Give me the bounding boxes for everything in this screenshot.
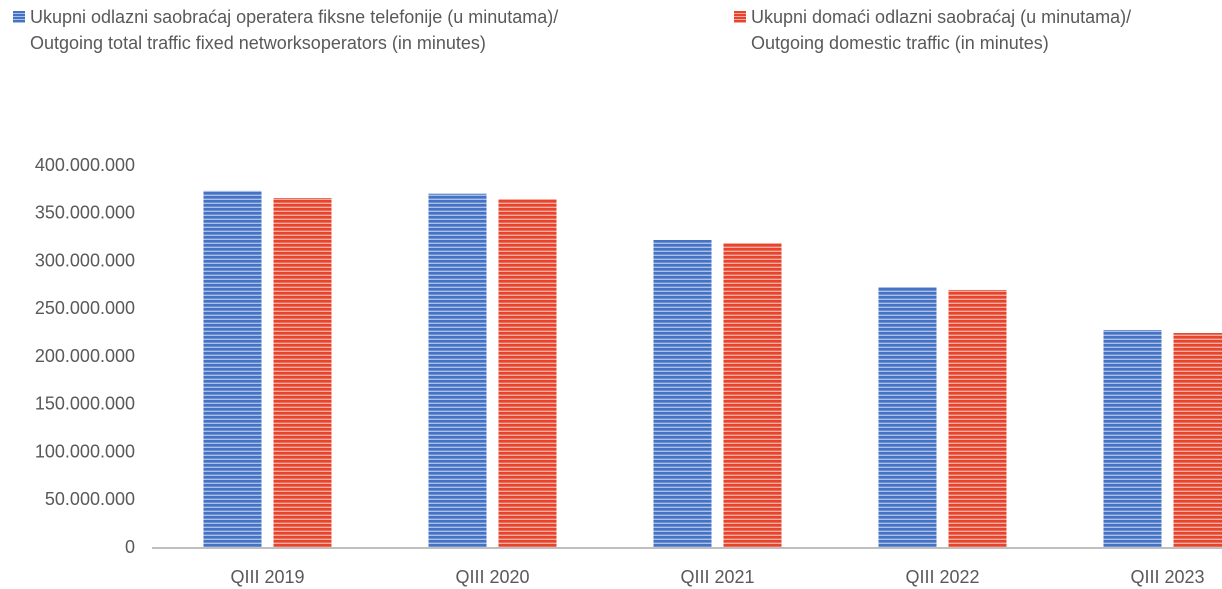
legend-item: Ukupni odlazni saobraćaj operatera fiksn… (13, 4, 558, 56)
legend-item: Ukupni domaći odlazni saobraćaj (u minut… (734, 4, 1131, 56)
x-tick-label: QIII 2023 (1130, 567, 1204, 587)
legend-label: Ukupni odlazni saobraćaj operatera fiksn… (30, 7, 559, 53)
bar (428, 193, 487, 548)
y-tick-label: 200.000.000 (35, 346, 135, 366)
x-tick-label: QIII 2019 (230, 567, 304, 587)
y-tick-label: 300.000.000 (35, 250, 135, 270)
y-tick-label: 400.000.000 (35, 155, 135, 175)
bar (273, 197, 332, 548)
bar (498, 199, 557, 548)
y-tick-label: 100.000.000 (35, 441, 135, 461)
y-tick-label: 350.000.000 (35, 203, 135, 223)
bar (1103, 329, 1162, 548)
y-tick-label: 50.000.000 (45, 489, 135, 509)
x-tick-label: QIII 2021 (680, 567, 754, 587)
bar (948, 289, 1007, 548)
legend-label: Ukupni domaći odlazni saobraćaj (u minut… (751, 7, 1132, 53)
y-tick-label: 150.000.000 (35, 394, 135, 414)
bar (1173, 333, 1222, 548)
bar (723, 242, 782, 548)
y-tick-label: 0 (125, 537, 135, 557)
x-tick-label: QIII 2020 (455, 567, 529, 587)
bar (878, 286, 937, 548)
legend-swatch (13, 11, 25, 23)
bar (653, 240, 712, 548)
legend-swatch (734, 11, 746, 23)
x-tick-label: QIII 2022 (905, 567, 979, 587)
bar (203, 190, 262, 548)
y-tick-label: 250.000.000 (35, 298, 135, 318)
